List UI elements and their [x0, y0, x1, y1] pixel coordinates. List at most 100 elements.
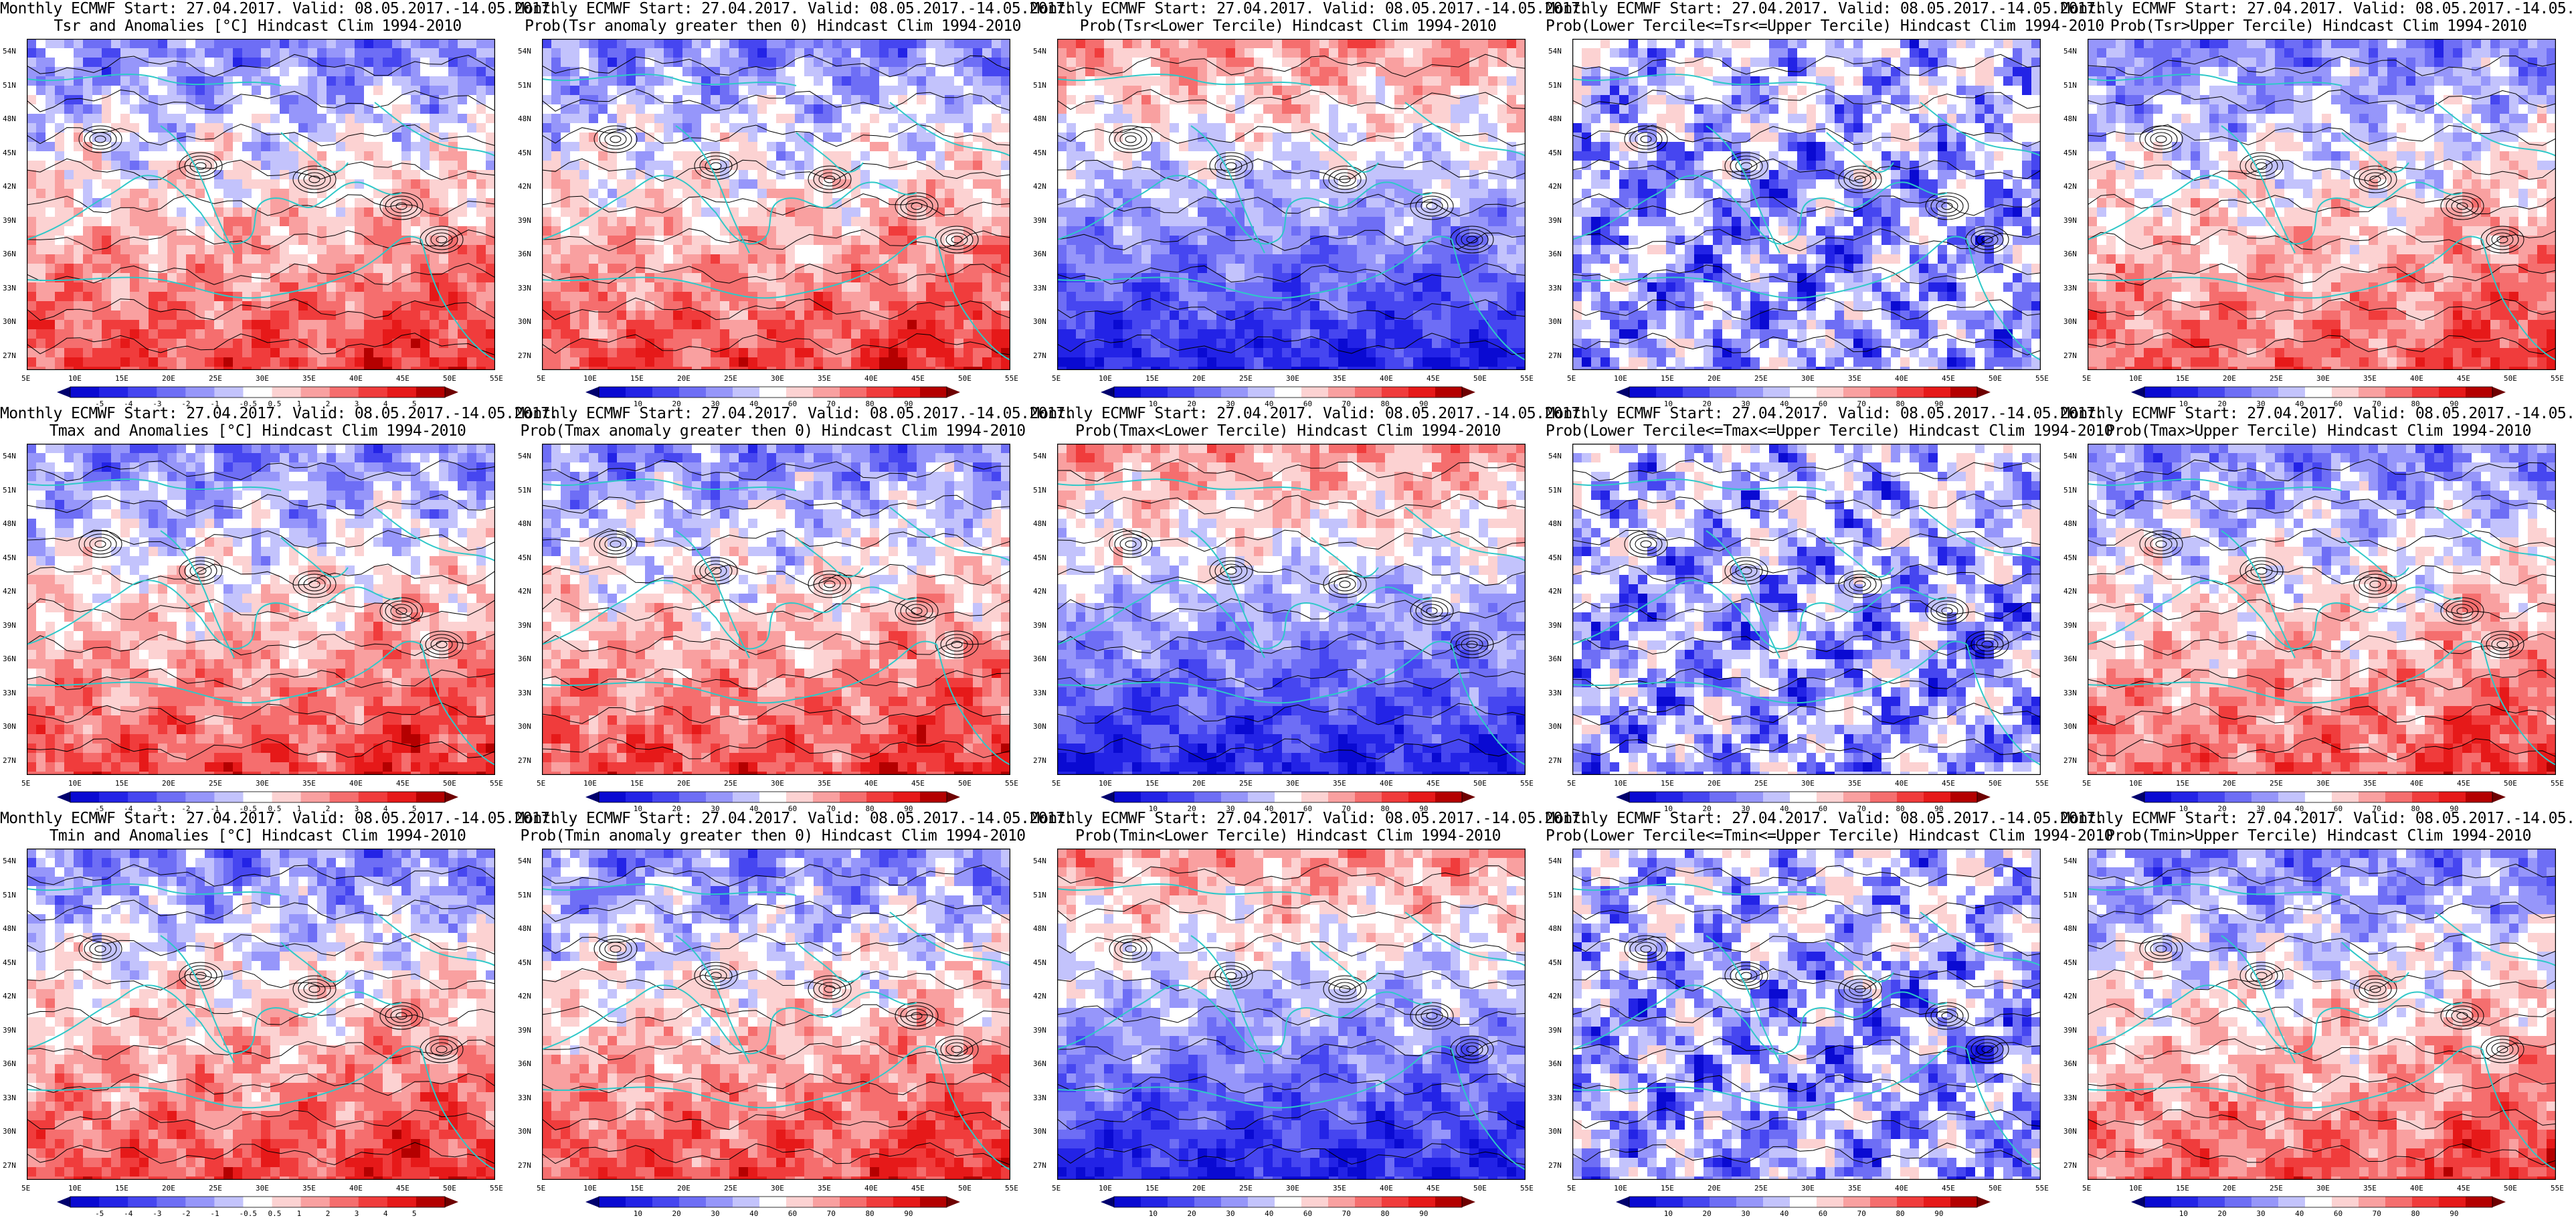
colorbar-label: 1: [297, 1209, 302, 1218]
panel-title-line1: Monthly ECMWF Start: 27.04.2017. Valid: …: [1546, 405, 2061, 422]
colorbar-label: 90: [1419, 1209, 1428, 1218]
latitude-label: 36N: [1548, 250, 1562, 258]
colorbar-label: -3: [153, 1209, 161, 1218]
longitude-label: 35E: [302, 374, 316, 383]
latitude-label: 54N: [1548, 857, 1562, 865]
longitude-label: 40E: [1895, 1184, 1908, 1193]
panel-title-line2: Prob(Tmin>Upper Tercile) Hindcast Clim 1…: [2061, 827, 2576, 845]
latitude-label: 42N: [3, 587, 16, 596]
longitude-label: 25E: [2270, 1184, 2283, 1193]
longitude-label: 15E: [630, 1184, 644, 1193]
longitude-label: 30E: [2316, 374, 2330, 383]
latitude-label: 33N: [3, 1094, 16, 1102]
colorbar-label: 60: [788, 1209, 797, 1218]
latitude-label: 39N: [1548, 216, 1562, 225]
panel-title-line2: Tsr and Anomalies [°C] Hindcast Clim 199…: [0, 17, 515, 35]
longitude-label: 5E: [2082, 779, 2091, 788]
longitude-label: 20E: [1708, 374, 1721, 383]
latitude-label: 54N: [1548, 47, 1562, 56]
longitude-label: 10E: [2129, 779, 2142, 788]
latitude-label: 27N: [3, 351, 16, 360]
latitude-label: 27N: [1033, 351, 1046, 360]
latitude-label: 33N: [2063, 284, 2077, 292]
latitude-label: 30N: [1033, 722, 1046, 731]
latitude-label: 54N: [2063, 452, 2077, 460]
latitude-label: 45N: [3, 958, 16, 967]
latitude-label: 30N: [1033, 1127, 1046, 1136]
latitude-label: 27N: [518, 351, 531, 360]
colorbar-label: 20: [2218, 1209, 2227, 1218]
longitude-label: 40E: [1895, 374, 1908, 383]
latitude-label: 45N: [518, 958, 531, 967]
longitude-label: 30E: [2316, 1184, 2330, 1193]
longitude-label: 55E: [1005, 779, 1018, 788]
longitude-label: 55E: [490, 374, 503, 383]
longitude-label: 25E: [1754, 374, 1768, 383]
panel-title-line1: Monthly ECMWF Start: 27.04.2017. Valid: …: [1030, 0, 1546, 17]
map-panel: Monthly ECMWF Start: 27.04.2017. Valid: …: [515, 810, 1030, 1211]
colorbar-label: 80: [1896, 1209, 1904, 1218]
latitude-label: 36N: [3, 655, 16, 663]
longitude-label: 5E: [537, 374, 545, 383]
longitude-label: 55E: [2551, 374, 2564, 383]
longitude-label: 30E: [1801, 374, 1815, 383]
shaded-field: [542, 39, 1010, 370]
longitude-label: 15E: [2176, 779, 2189, 788]
latitude-label: 42N: [518, 587, 531, 596]
latitude-label: 48N: [1033, 924, 1046, 933]
latitude-label: 39N: [1033, 1026, 1046, 1035]
latitude-label: 51N: [518, 81, 531, 90]
latitude-label: 36N: [518, 1059, 531, 1068]
forecast-map: [542, 444, 1010, 775]
longitude-label: 45E: [911, 779, 925, 788]
latitude-label: 51N: [1548, 891, 1562, 899]
longitude-label: 5E: [537, 779, 545, 788]
latitude-label: 30N: [3, 1127, 16, 1136]
panel-title-line1: Monthly ECMWF Start: 27.04.2017. Valid: …: [1030, 405, 1546, 422]
shaded-field: [1572, 39, 2041, 370]
longitude-label: 25E: [1239, 1184, 1253, 1193]
colorbar: [1101, 791, 1475, 803]
longitude-label: 45E: [1427, 779, 1440, 788]
longitude-label: 10E: [68, 779, 82, 788]
panel-title-line2: Prob(Tmin anomaly greater then 0) Hindca…: [515, 827, 1030, 845]
latitude-label: 48N: [3, 924, 16, 933]
longitude-label: 20E: [162, 1184, 175, 1193]
longitude-label: 35E: [1333, 1184, 1346, 1193]
panel-title-line2: Prob(Lower Tercile<=Tmax<=Upper Tercile)…: [1546, 422, 2061, 440]
longitude-label: 5E: [537, 1184, 545, 1193]
longitude-label: 40E: [1380, 779, 1393, 788]
latitude-label: 42N: [2063, 992, 2077, 1000]
latitude-label: 48N: [2063, 519, 2077, 528]
longitude-label: 5E: [21, 374, 30, 383]
longitude-label: 30E: [2316, 779, 2330, 788]
colorbar: [57, 791, 458, 803]
latitude-label: 27N: [518, 756, 531, 765]
colorbar-label: 60: [1303, 1209, 1312, 1218]
panel-title-line1: Monthly ECMWF Start: 27.04.2017. Valid: …: [0, 405, 515, 422]
longitude-label: 45E: [2457, 1184, 2470, 1193]
longitude-label: 45E: [2457, 779, 2470, 788]
longitude-label: 50E: [1989, 779, 2002, 788]
panel-title-line2: Prob(Tsr anomaly greater then 0) Hindcas…: [515, 17, 1030, 35]
latitude-label: 45N: [518, 149, 531, 157]
longitude-label: 20E: [1192, 1184, 1206, 1193]
longitude-label: 30E: [256, 779, 269, 788]
longitude-label: 45E: [1427, 374, 1440, 383]
longitude-label: 40E: [2410, 1184, 2423, 1193]
longitude-label: 5E: [2082, 1184, 2091, 1193]
latitude-label: 42N: [1033, 992, 1046, 1000]
forecast-map: [2088, 849, 2556, 1180]
latitude-label: 39N: [3, 621, 16, 630]
panel-title-line2: Tmin and Anomalies [°C] Hindcast Clim 19…: [0, 827, 515, 845]
map-panel: Monthly ECMWF Start: 27.04.2017. Valid: …: [515, 0, 1030, 402]
longitude-label: 15E: [1661, 1184, 1674, 1193]
latitude-label: 39N: [518, 621, 531, 630]
longitude-label: 20E: [677, 779, 691, 788]
map-panel: Monthly ECMWF Start: 27.04.2017. Valid: …: [1546, 0, 2061, 402]
longitude-label: 35E: [818, 779, 831, 788]
latitude-label: 39N: [3, 1026, 16, 1035]
latitude-label: 42N: [2063, 182, 2077, 191]
longitude-label: 55E: [490, 779, 503, 788]
panel-title-line1: Monthly ECMWF Start: 27.04.2017. Valid: …: [2061, 810, 2576, 827]
